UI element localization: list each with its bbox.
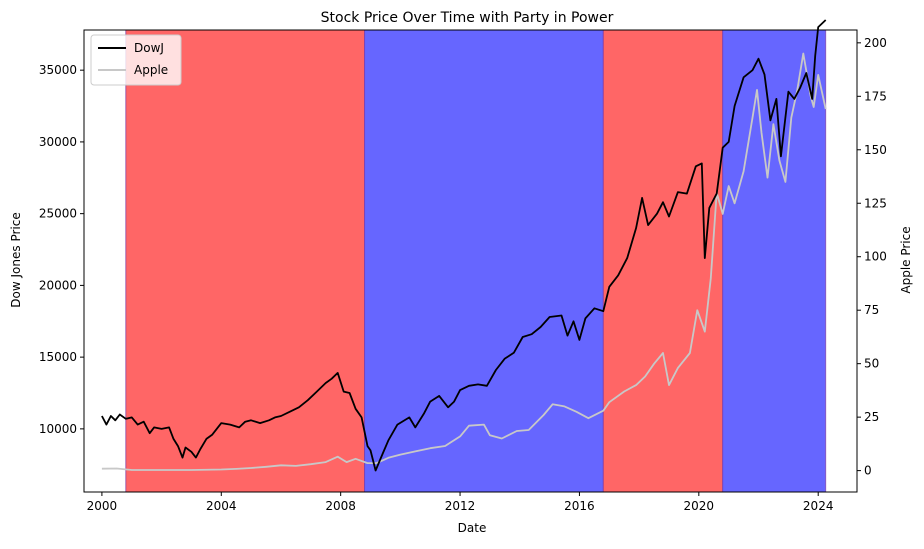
series-line-apple bbox=[101, 52, 827, 471]
y-right-tick-label: 175 bbox=[864, 89, 887, 103]
x-tick-label: 2008 bbox=[325, 499, 356, 513]
party-band-2 bbox=[603, 30, 723, 492]
y-right-tick-label: 100 bbox=[864, 250, 887, 264]
series-layer bbox=[101, 19, 827, 472]
y-right-tick-label: 75 bbox=[864, 303, 879, 317]
x-tick-label: 2012 bbox=[445, 499, 476, 513]
y-left-axis-ticks: 10000 15000 20000 25000 30000 35000 bbox=[39, 63, 84, 436]
x-tick-label: 2000 bbox=[87, 499, 118, 513]
party-band-1 bbox=[364, 30, 604, 492]
x-tick-label: 2020 bbox=[684, 499, 715, 513]
plot-frame bbox=[83, 29, 858, 493]
y-right-tick-label: 200 bbox=[864, 36, 887, 50]
y-left-tick-label: 10000 bbox=[39, 422, 77, 436]
x-axis-ticks: 2000 2004 2008 2012 2016 2020 2024 bbox=[87, 492, 834, 513]
y-left-tick-label: 15000 bbox=[39, 350, 77, 364]
y-right-tick-label: 125 bbox=[864, 196, 887, 210]
party-band-3 bbox=[722, 30, 826, 492]
y-right-tick-label: 25 bbox=[864, 410, 879, 424]
y-left-tick-label: 25000 bbox=[39, 207, 77, 221]
x-tick-label: 2024 bbox=[803, 499, 834, 513]
y-left-tick-label: 20000 bbox=[39, 278, 77, 292]
legend: DowJ Apple bbox=[90, 34, 182, 86]
x-axis-label: Date bbox=[458, 521, 487, 535]
legend-label-apple: Apple bbox=[134, 63, 168, 77]
x-tick-label: 2016 bbox=[564, 499, 595, 513]
y-left-tick-label: 35000 bbox=[39, 63, 77, 77]
y-right-tick-label: 50 bbox=[864, 357, 879, 371]
legend-label-dowj: DowJ bbox=[134, 41, 164, 55]
y-left-axis-label: Dow Jones Price bbox=[9, 212, 23, 307]
y-right-tick-label: 150 bbox=[864, 143, 887, 157]
y-right-axis-label: Apple Price bbox=[899, 226, 913, 293]
party-band-0 bbox=[125, 30, 365, 492]
chart-title: Stock Price Over Time with Party in Powe… bbox=[321, 10, 614, 26]
y-left-tick-label: 30000 bbox=[39, 135, 77, 149]
party-bands bbox=[125, 30, 827, 492]
y-right-tick-label: 0 bbox=[864, 464, 872, 478]
y-right-axis-ticks: 0 25 50 75 100 125 150 175 200 bbox=[857, 36, 887, 478]
series-line-dowj bbox=[101, 19, 827, 472]
x-tick-label: 2004 bbox=[206, 499, 237, 513]
